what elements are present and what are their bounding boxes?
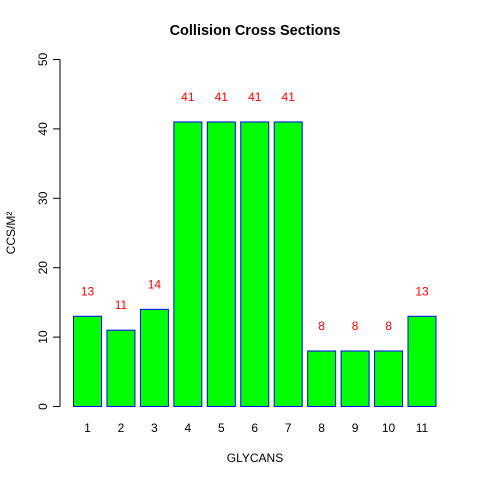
x-tick-label: 4 bbox=[185, 421, 192, 435]
x-tick-label: 5 bbox=[218, 421, 225, 435]
bars-group bbox=[73, 121, 437, 408]
x-tick-label: 9 bbox=[352, 421, 359, 435]
data-label: 41 bbox=[248, 90, 262, 104]
y-axis: 0 10 20 30 40 50 bbox=[36, 53, 61, 410]
y-tick-label: 30 bbox=[36, 191, 50, 205]
y-axis-label: CCS/M² bbox=[4, 212, 18, 255]
bar bbox=[374, 350, 404, 408]
bar bbox=[307, 350, 337, 408]
x-tick-label: 3 bbox=[151, 421, 158, 435]
bar bbox=[240, 121, 270, 408]
bar bbox=[273, 121, 303, 408]
data-label: 41 bbox=[282, 90, 296, 104]
data-label: 41 bbox=[181, 90, 195, 104]
x-tick-label: 8 bbox=[318, 421, 325, 435]
data-label: 41 bbox=[215, 90, 229, 104]
x-tick-label: 11 bbox=[416, 421, 429, 435]
x-tick-label: 10 bbox=[382, 421, 396, 435]
bar bbox=[106, 329, 136, 407]
x-tick-labels-group: 1 2 3 4 5 6 7 8 9 10 11 bbox=[84, 421, 428, 435]
y-tick-label: 10 bbox=[36, 330, 50, 344]
x-tick-label: 1 bbox=[84, 421, 91, 435]
bar bbox=[139, 308, 169, 407]
x-axis-label: GLYCANS bbox=[227, 451, 283, 465]
data-label: 13 bbox=[415, 284, 429, 298]
data-labels-group: 13 11 14 41 41 41 41 8 8 8 13 bbox=[81, 90, 429, 333]
x-tick-label: 7 bbox=[285, 421, 292, 435]
x-tick-label: 2 bbox=[118, 421, 125, 435]
y-tick-label: 20 bbox=[36, 261, 50, 275]
bar bbox=[340, 350, 370, 408]
data-label: 8 bbox=[318, 319, 325, 333]
bar bbox=[407, 315, 437, 407]
bar bbox=[173, 121, 203, 408]
data-label: 13 bbox=[81, 284, 95, 298]
chart-title: Collision Cross Sections bbox=[170, 23, 341, 39]
data-label: 8 bbox=[385, 319, 392, 333]
bar bbox=[73, 315, 102, 407]
y-tick-label: 50 bbox=[36, 53, 50, 67]
data-label: 8 bbox=[352, 319, 359, 333]
bar bbox=[206, 121, 236, 408]
y-tick-label: 0 bbox=[36, 403, 50, 410]
y-tick-label: 40 bbox=[36, 122, 50, 136]
data-label: 14 bbox=[148, 277, 162, 291]
data-label: 11 bbox=[115, 298, 128, 312]
x-tick-label: 6 bbox=[251, 421, 258, 435]
